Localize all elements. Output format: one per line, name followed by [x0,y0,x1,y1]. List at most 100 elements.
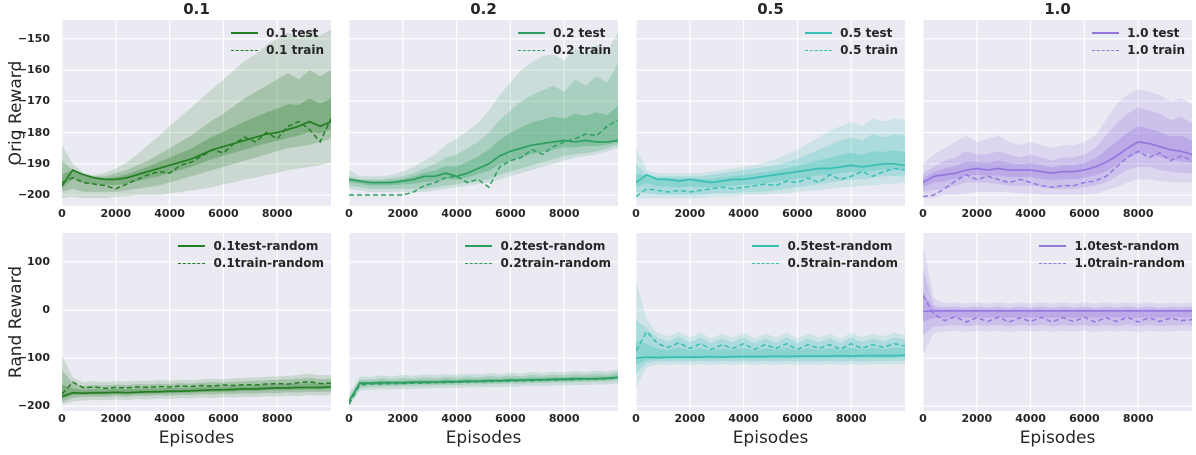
chart-canvas [349,20,618,206]
x-tick-label: 4000 [441,412,472,425]
x-tick-label: 6000 [1069,207,1100,220]
y-tick-label: −150 [17,31,50,45]
legend-item-train: 0.5 train [805,42,898,58]
x-tick-label: 0 [632,412,640,425]
subplot-rand-0.2: 0.2test-random 0.2train-random [349,233,618,411]
y-tick-label: −100 [17,351,50,365]
x-tick-label: 8000 [1122,412,1154,425]
x-tick-label: 0 [58,412,66,425]
legend-item-test: 0.2test-random [465,238,611,254]
x-tick-label: 6000 [782,207,813,220]
solid-line-swatch-icon [1092,32,1120,34]
subplot-rand-0.1: 0.1test-random 0.1train-random [62,233,331,411]
y-tick-label: −190 [17,156,50,170]
dashed-line-swatch-icon [231,49,259,51]
x-tick-label: 6000 [1069,412,1100,425]
x-tick-label: 8000 [261,412,293,425]
solid-line-swatch-icon [231,32,259,34]
legend: 0.2test-random 0.2train-random [465,238,611,271]
legend-item-test: 0.1 test [231,25,324,41]
dashed-line-swatch-icon [805,49,833,51]
legend-label: 1.0 train [1127,42,1185,57]
chart-canvas [923,233,1192,411]
x-axis-label-episodes: Episodes [732,428,809,448]
y-tick-label: −160 [17,63,50,77]
solid-line-swatch-icon [752,245,780,247]
legend-label: 1.0test-random [1074,238,1180,253]
solid-line-swatch-icon [178,245,206,247]
x-tick-label: 4000 [728,207,759,220]
legend-item-test: 1.0 test [1092,25,1185,41]
legend-label: 0.1test-random [213,238,319,253]
dashed-line-swatch-icon [178,262,206,264]
x-axis-ticks: 0 2000 4000 6000 8000 [632,412,905,427]
dashed-line-swatch-icon [465,262,493,264]
x-tick-label: 2000 [674,207,706,220]
x-tick-label: 8000 [835,207,867,220]
x-tick-label: 4000 [728,412,759,425]
x-tick-label: 8000 [1122,207,1154,220]
chart-canvas [636,233,905,411]
x-axis-ticks: 0 2000 4000 6000 8000 [919,412,1192,427]
x-axis-ticks: 0 2000 4000 6000 8000 [919,207,1192,222]
x-tick-label: 0 [345,207,353,220]
x-axis-ticks: 0 2000 4000 6000 8000 [345,207,618,222]
legend-item-test: 1.0test-random [1039,238,1185,254]
legend-item-test: 0.5test-random [752,238,898,254]
x-tick-label: 6000 [495,207,526,220]
y-tick-label: 100 [27,254,50,268]
subplot-title-1.0: 1.0 [1044,0,1071,18]
x-tick-label: 6000 [208,412,239,425]
legend: 0.2 test 0.2 train [518,25,611,58]
chart-canvas [62,233,331,411]
subplot-rand-0.5: 0.5test-random 0.5train-random [636,233,905,411]
x-tick-label: 4000 [154,207,185,220]
x-tick-label: 0 [919,412,927,425]
x-tick-label: 4000 [441,207,472,220]
legend: 0.1test-random 0.1train-random [178,238,324,271]
legend-item-test: 0.1test-random [178,238,324,254]
x-tick-label: 2000 [100,207,132,220]
y-tick-label: −200 [17,188,50,202]
legend-item-train: 0.1train-random [178,255,324,271]
x-axis-label-episodes: Episodes [158,428,235,448]
x-axis-ticks: 0 2000 4000 6000 8000 [345,412,618,427]
subplot-orig-0.1: 0.1 test 0.1 train [62,20,331,206]
subplot-rand-1.0: 1.0test-random 1.0train-random [923,233,1192,411]
legend-item-train: 1.0 train [1092,42,1185,58]
y-axis-ticks-rand: 100 0 −100 −200 [0,233,56,412]
legend: 1.0 test 1.0 train [1092,25,1185,58]
x-tick-label: 6000 [495,412,526,425]
x-tick-label: 2000 [387,412,419,425]
x-axis-label-episodes: Episodes [1019,428,1096,448]
x-axis-ticks: 0 2000 4000 6000 8000 [58,207,331,222]
legend-label: 0.5 test [840,25,893,40]
y-tick-label: −170 [17,94,50,108]
subplot-title-0.1: 0.1 [183,0,210,18]
legend-item-test: 0.5 test [805,25,898,41]
legend-label: 0.5 train [840,42,898,57]
legend-item-test: 0.2 test [518,25,611,41]
subplot-orig-0.2: 0.2 test 0.2 train [349,20,618,206]
subplot-title-0.2: 0.2 [470,0,497,18]
legend-label: 0.2train-random [500,255,611,270]
x-tick-label: 8000 [261,207,293,220]
solid-line-swatch-icon [805,32,833,34]
x-tick-label: 4000 [154,412,185,425]
subplot-title-0.5: 0.5 [757,0,784,18]
legend: 0.1 test 0.1 train [231,25,324,58]
legend-label: 0.5train-random [787,255,898,270]
dashed-line-swatch-icon [1039,262,1067,264]
x-tick-label: 8000 [835,412,867,425]
legend-label: 1.0train-random [1074,255,1185,270]
x-axis-ticks: 0 2000 4000 6000 8000 [632,207,905,222]
x-tick-label: 2000 [387,207,419,220]
dashed-line-swatch-icon [518,49,546,51]
x-tick-label: 8000 [548,207,580,220]
legend-item-train: 0.2train-random [465,255,611,271]
x-tick-label: 4000 [1015,207,1046,220]
legend-label: 0.2test-random [500,238,606,253]
dashed-line-swatch-icon [752,262,780,264]
legend-label: 0.2 train [553,42,611,57]
